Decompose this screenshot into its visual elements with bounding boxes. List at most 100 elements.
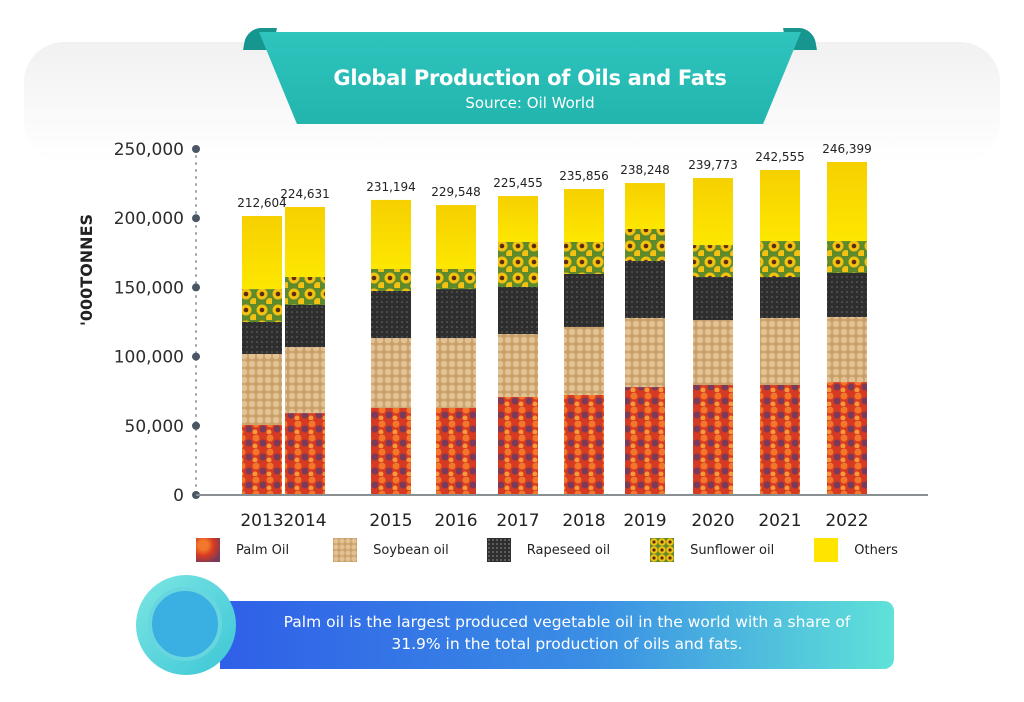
legend-item-palm-oil: Palm Oil bbox=[196, 538, 289, 562]
x-axis: 2013 2014 2015 2016 2017 2018 2019 2020 2021 2022 bbox=[196, 494, 928, 531]
bar-total-label: 235,856 bbox=[559, 169, 609, 183]
bar-segment-sunflower-oil bbox=[498, 242, 538, 287]
bar-total-label: 224,631 bbox=[280, 187, 330, 201]
x-tick-label: 2022 bbox=[825, 511, 868, 531]
bar-segment-others bbox=[625, 183, 665, 229]
bar-segment-rapeseed-oil bbox=[827, 273, 867, 318]
bar-segment-soybean-oil bbox=[564, 326, 604, 395]
x-tick-label: 2013 bbox=[240, 511, 283, 531]
bar-segment-others bbox=[827, 162, 867, 242]
y-tick-label: 50,000 bbox=[125, 417, 184, 437]
y-tick-dot bbox=[192, 214, 200, 223]
bar-segment-others bbox=[693, 178, 733, 246]
bar-total-label: 242,555 bbox=[755, 150, 805, 164]
bar-segment-rapeseed-oil bbox=[693, 277, 733, 321]
bar-segment-others bbox=[760, 170, 800, 242]
x-tick-label: 2019 bbox=[623, 511, 666, 531]
legend-swatch bbox=[333, 538, 358, 562]
info-callout: Palm oil is the largest produced vegetab… bbox=[220, 601, 894, 669]
x-tick-label: 2017 bbox=[496, 511, 539, 531]
callout-circle-inner bbox=[148, 587, 222, 661]
y-tick-label: 200,000 bbox=[114, 209, 184, 229]
bar-segment-palm-oil bbox=[693, 384, 733, 495]
legend-swatch bbox=[814, 538, 839, 562]
bar-total-label: 229,548 bbox=[431, 185, 481, 199]
bar-segment-sunflower-oil bbox=[436, 268, 476, 290]
bar-total-label: 231,194 bbox=[366, 180, 416, 194]
chart-subtitle: Source: Oil World bbox=[465, 94, 595, 112]
bar-segment-sunflower-oil bbox=[242, 289, 282, 322]
bar-segment-soybean-oil bbox=[827, 317, 867, 383]
bar-segment-sunflower-oil bbox=[827, 241, 867, 274]
legend-label: Rapeseed oil bbox=[526, 542, 611, 558]
x-tick-label: 2016 bbox=[434, 511, 477, 531]
info-callout-text: Palm oil is the largest produced vegetab… bbox=[283, 613, 851, 653]
bar-total-label: 238,248 bbox=[620, 163, 670, 177]
bar-segment-sunflower-oil bbox=[371, 268, 411, 291]
bar-segment-others bbox=[436, 205, 476, 269]
bar-segment-rapeseed-oil bbox=[436, 289, 476, 339]
legend-label: Palm Oil bbox=[236, 542, 290, 558]
y-tick-dot bbox=[192, 421, 200, 430]
legend-item-rapeseed-oil: Rapeseed oil bbox=[486, 538, 611, 562]
bar-segment-others bbox=[371, 199, 411, 269]
bar-segment-others bbox=[564, 188, 604, 243]
x-tick-label: 2020 bbox=[691, 511, 734, 531]
bar-segment-palm-oil bbox=[285, 413, 325, 495]
bar-segment-sunflower-oil bbox=[760, 241, 800, 278]
bar-total-label: 246,399 bbox=[822, 142, 872, 156]
legend: Palm Oil Soybean oil Rapeseed oil Sunflower… bbox=[196, 538, 898, 562]
legend-swatch bbox=[486, 538, 511, 562]
y-tick-label: 0 bbox=[173, 486, 184, 506]
y-tick-dot bbox=[192, 283, 200, 292]
bar-segment-palm-oil bbox=[371, 407, 411, 495]
bar-segment-palm-oil bbox=[436, 407, 476, 495]
bar-segment-soybean-oil bbox=[498, 334, 538, 398]
legend-item-sunflower-oil: Sunflower oil bbox=[650, 538, 774, 562]
bar-segment-soybean-oil bbox=[760, 317, 800, 385]
bar-segment-rapeseed-oil bbox=[760, 277, 800, 318]
bar-segment-soybean-oil bbox=[693, 320, 733, 385]
bar-segment-rapeseed-oil bbox=[498, 286, 538, 335]
bar-segment-others bbox=[498, 196, 538, 243]
y-tick-label: 100,000 bbox=[114, 348, 184, 368]
legend-item-others: Others bbox=[814, 538, 898, 562]
bar-segment-palm-oil bbox=[498, 397, 538, 495]
bar-segment-sunflower-oil bbox=[693, 245, 733, 278]
x-tick-label: 2021 bbox=[758, 511, 801, 531]
y-tick-label: 250,000 bbox=[114, 140, 184, 160]
x-tick-label: 2018 bbox=[562, 511, 605, 531]
y-axis-title: '000TONNES bbox=[77, 214, 96, 326]
bar-total-label: 225,455 bbox=[493, 176, 543, 190]
bar-segment-rapeseed-oil bbox=[564, 273, 604, 327]
chart-title: Global Production of Oils and Fats bbox=[333, 66, 727, 90]
bar-segment-soybean-oil bbox=[436, 338, 476, 408]
legend-label: Soybean oil bbox=[373, 542, 449, 558]
legend-swatch bbox=[650, 538, 675, 562]
legend-swatch bbox=[196, 538, 220, 562]
bar-segment-rapeseed-oil bbox=[242, 322, 282, 354]
bar-segment-rapeseed-oil bbox=[625, 260, 665, 318]
bar-segment-soybean-oil bbox=[242, 353, 282, 425]
banner-ribbon: Global Production of Oils and Fats Sourc… bbox=[259, 32, 801, 124]
bar-segment-others bbox=[242, 215, 282, 290]
bar-segment-soybean-oil bbox=[371, 338, 411, 408]
bar-segment-soybean-oil bbox=[285, 347, 325, 414]
bar-total-label: 239,773 bbox=[688, 158, 738, 172]
bar-segment-sunflower-oil bbox=[564, 242, 604, 274]
bar-segment-others bbox=[285, 206, 325, 278]
bar-segment-palm-oil bbox=[625, 387, 665, 495]
bar-segment-palm-oil bbox=[242, 424, 282, 495]
y-tick-label: 150,000 bbox=[114, 278, 184, 298]
legend-label: Sunflower oil bbox=[690, 542, 775, 558]
title-banner: Global Production of Oils and Fats Sourc… bbox=[243, 28, 817, 126]
legend-item-soybean-oil: Soybean oil bbox=[333, 538, 449, 562]
callout-circle-decoration bbox=[136, 575, 236, 675]
bar-total-label: 212,604 bbox=[237, 196, 287, 210]
bar-segment-sunflower-oil bbox=[625, 228, 665, 261]
x-tick-label: 2015 bbox=[369, 511, 412, 531]
bar-segment-soybean-oil bbox=[625, 317, 665, 388]
bar-segment-rapeseed-oil bbox=[371, 290, 411, 339]
